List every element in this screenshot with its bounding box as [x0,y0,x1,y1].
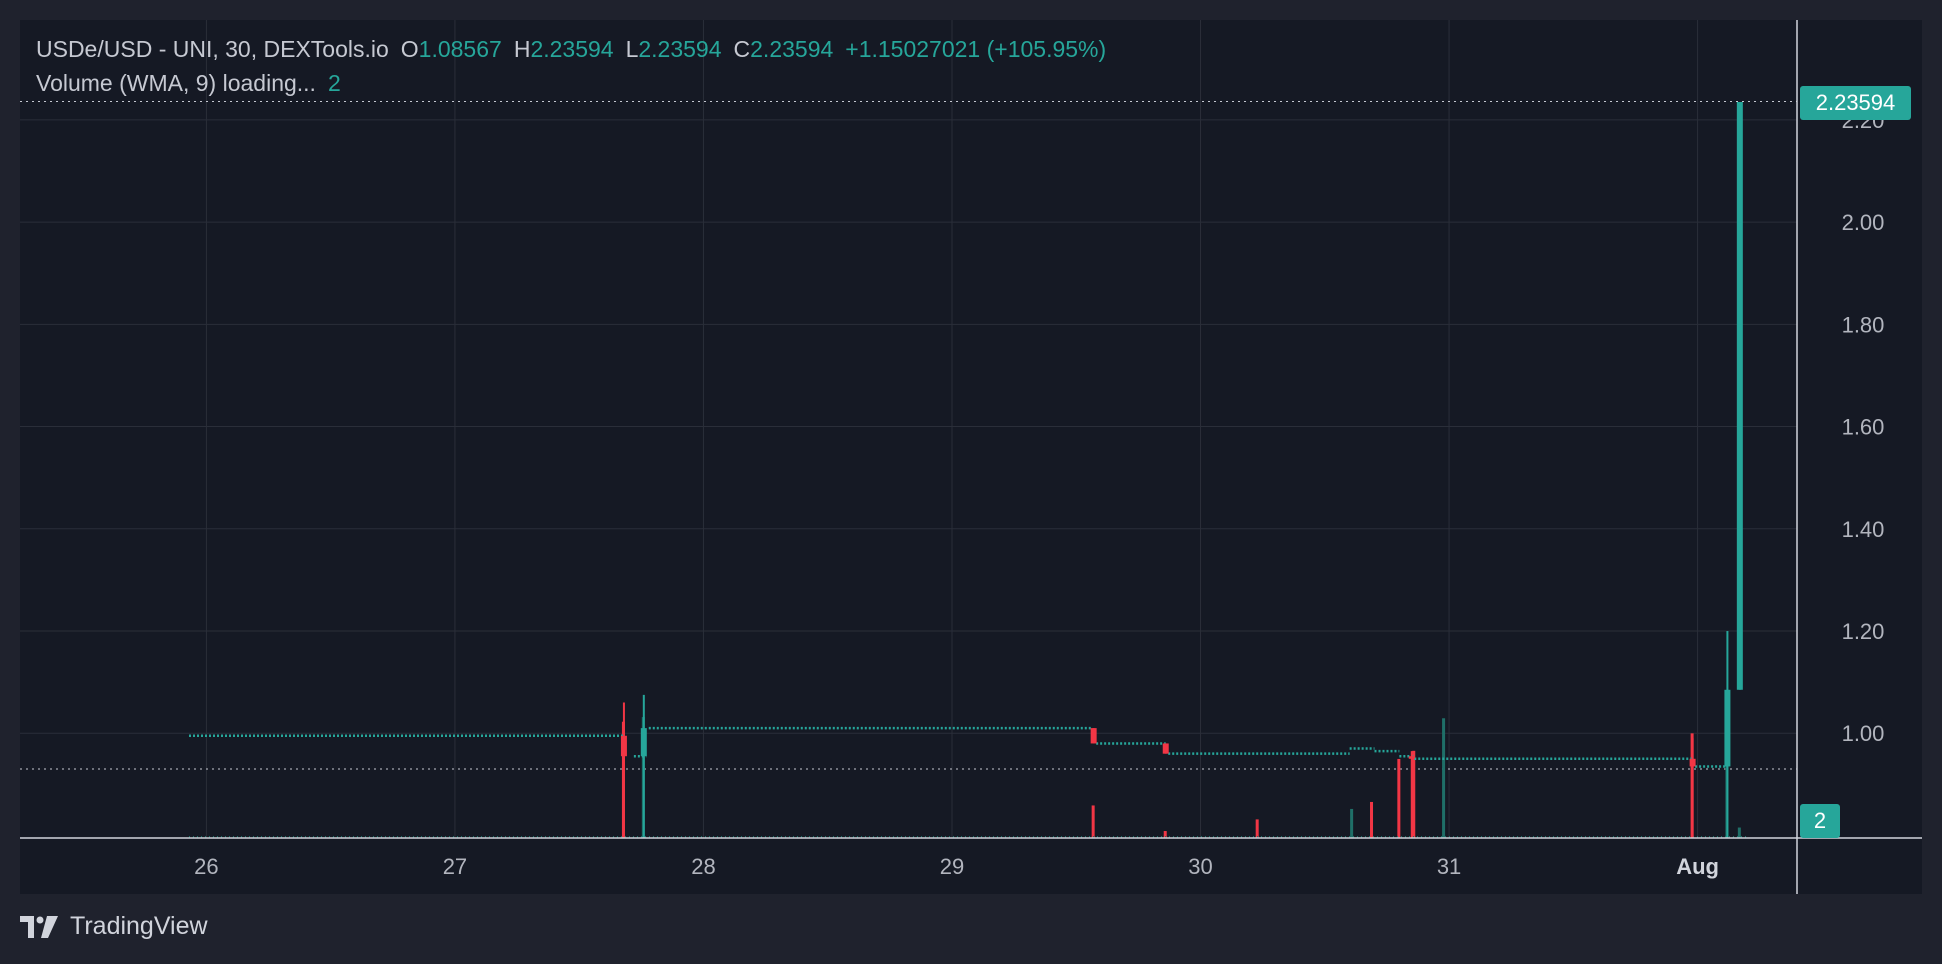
volume-indicator-label[interactable]: Volume (WMA, 9) loading... [36,70,316,96]
x-tick-label: 29 [940,854,964,879]
y-tick-label: 1.80 [1842,312,1885,337]
candle-body [1736,102,1743,690]
volume-bar [1255,819,1259,838]
close-label: C [733,36,751,62]
volume-indicator-value: 2 [327,70,341,96]
high-value: 2.23594 [530,36,614,62]
volume-bar [1442,718,1446,838]
low-label: L [625,36,639,62]
axes [20,20,1922,894]
volume-bar [1397,758,1401,838]
grid [20,20,1797,838]
open-label: O [400,36,419,62]
volume-bar [1163,831,1167,838]
tradingview-logo-icon [20,915,58,938]
y-tick-label: 1.20 [1842,619,1885,644]
change-value: +1.15027021 (+105.95%) [845,36,1107,62]
candle-body [1162,743,1169,754]
candle-body [1724,689,1731,767]
candles [620,102,1743,838]
open-value: 1.08567 [418,36,502,62]
y-tick-label: 2.00 [1842,210,1885,235]
volume-bar [1091,805,1095,838]
x-tick-label: 31 [1437,854,1461,879]
high-label: H [513,36,531,62]
plot-background [20,20,1922,894]
tradingview-brand[interactable]: TradingView [20,912,208,941]
last-volume-tag: 2 [1800,804,1840,838]
low-value: 2.23594 [638,36,722,62]
volume-bar [1370,801,1374,838]
candle-body [620,735,627,757]
candle-body [1689,758,1696,767]
x-tick-label: 27 [443,854,467,879]
brand-name: TradingView [70,912,208,940]
y-tick-label: 1.40 [1842,517,1885,542]
volume-bar [1350,808,1354,838]
volume-bar [1737,827,1741,838]
x-tick-label: Aug [1676,854,1719,879]
last-price-tag: 2.23594 [1800,86,1911,120]
x-tick-label: 26 [194,854,218,879]
volume-legend: Volume (WMA, 9) loading... 2 [36,70,341,97]
candle-body [640,728,647,757]
x-tick-label: 30 [1188,854,1212,879]
volume-bar [1412,750,1416,838]
x-tick-label: 28 [691,854,715,879]
y-tick-label: 1.00 [1842,721,1885,746]
candle-body [1090,728,1097,744]
symbol-legend: USDe/USD - UNI, 30, DEXTools.io O1.08567 H… [36,36,1106,63]
symbol-name[interactable]: USDe/USD - UNI, 30, DEXTools.io [36,36,389,62]
candle-body [1408,756,1415,759]
y-tick-label: 1.60 [1842,415,1885,440]
close-value: 2.23594 [750,36,834,62]
